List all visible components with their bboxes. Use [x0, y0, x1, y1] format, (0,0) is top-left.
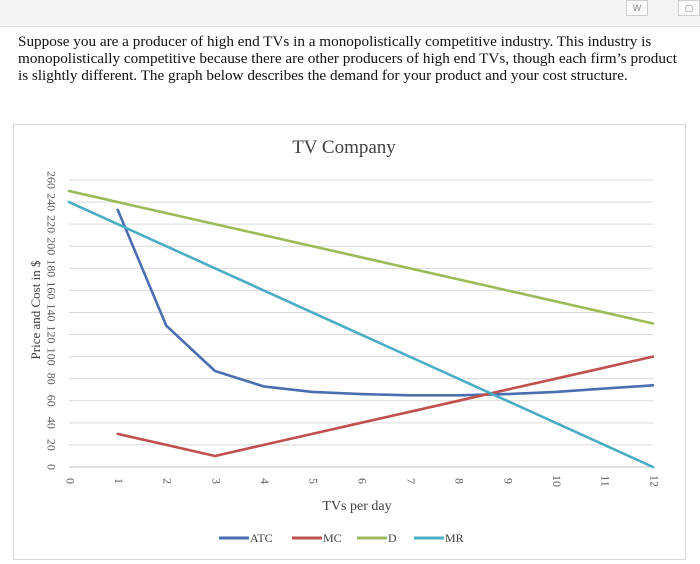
x-tick-label: 12 — [647, 475, 661, 487]
legend-label-atc: ATC — [250, 531, 273, 545]
x-tick-label: 4 — [258, 478, 272, 484]
x-tick-label: 9 — [501, 478, 515, 484]
series-line-d — [67, 189, 655, 325]
y-tick-label: 140 — [44, 303, 58, 321]
word-icon[interactable]: W — [626, 0, 648, 16]
y-axis-label: Price and Cost in $ — [28, 260, 43, 359]
x-tick-label: 1 — [112, 478, 126, 484]
y-tick-label: 180 — [44, 259, 58, 277]
x-tick-label: 11 — [599, 475, 613, 487]
toolbar-strip: W ▢ — [0, 0, 700, 27]
y-tick-label: 100 — [44, 348, 58, 366]
series-line-atc — [116, 208, 655, 397]
x-tick-label: 6 — [355, 478, 369, 484]
chart-frame — [13, 124, 686, 560]
legend-label-mc: MC — [323, 531, 342, 545]
series-line-mr — [67, 200, 655, 469]
y-tick-label: 220 — [44, 215, 58, 233]
y-tick-label: 160 — [44, 281, 58, 299]
y-tick-label: 40 — [44, 417, 58, 429]
y-tick-label: 260 — [44, 171, 58, 189]
legend-label-d: D — [388, 531, 397, 545]
y-tick-label: 200 — [44, 237, 58, 255]
x-tick-label: 3 — [209, 478, 223, 484]
x-tick-label: 2 — [161, 478, 175, 484]
question-prompt: Suppose you are a producer of high end T… — [18, 33, 677, 85]
x-tick-label: 5 — [307, 478, 321, 484]
chart-title: TV Company — [292, 137, 396, 158]
y-tick-label: 0 — [44, 464, 58, 470]
y-tick-label: 80 — [44, 373, 58, 385]
x-axis-label: TVs per day — [322, 499, 391, 514]
y-tick-label: 20 — [44, 439, 58, 451]
y-tick-label: 120 — [44, 326, 58, 344]
y-tick-label: 60 — [44, 395, 58, 407]
series-line-mc — [116, 355, 655, 458]
x-tick-label: 7 — [404, 478, 418, 484]
legend-label-mr: MR — [445, 531, 464, 545]
x-tick-label: 0 — [63, 478, 77, 484]
x-tick-label: 10 — [550, 475, 564, 487]
legend: ATC MC D MR — [219, 531, 464, 545]
series-lines — [67, 189, 655, 469]
x-tick-label: 8 — [453, 478, 467, 484]
y-tick-label: 240 — [44, 193, 58, 211]
